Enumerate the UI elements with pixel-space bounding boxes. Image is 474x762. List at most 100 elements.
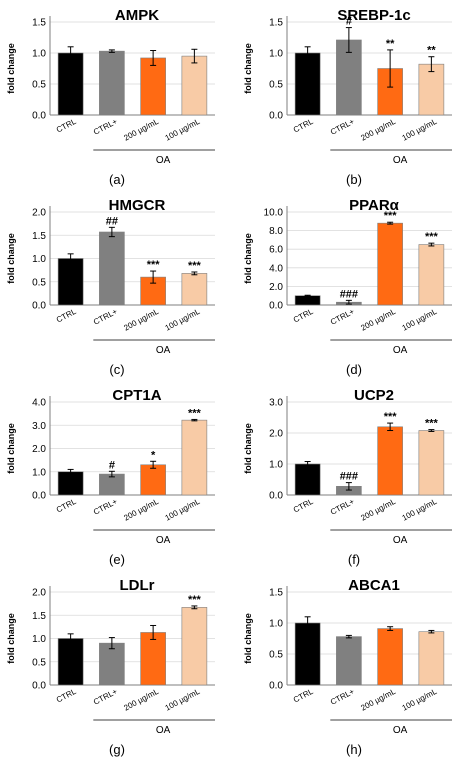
bar — [57, 471, 84, 496]
y-tick-label: 2.0 — [32, 444, 46, 455]
bar — [181, 419, 208, 496]
y-tick-label: 2.0 — [269, 282, 283, 293]
chart-title: UCP2 — [354, 387, 394, 404]
significance-mark: *** — [425, 231, 439, 243]
x-tick-label: 200 µg/mL — [122, 687, 160, 713]
bar — [140, 57, 166, 116]
significance-mark: * — [151, 449, 156, 461]
bar — [181, 273, 208, 306]
bar — [418, 631, 445, 686]
y-tick-label: 1.0 — [269, 49, 283, 60]
chart-title: HMGCR — [109, 197, 166, 214]
y-tick-label: 2.0 — [269, 429, 283, 440]
y-tick-label: 0.5 — [269, 80, 283, 91]
y-tick-label: 10.0 — [264, 208, 284, 219]
bar — [140, 632, 166, 686]
panel-label: (g) — [109, 742, 125, 757]
x-tick-label: 100 µg/mL — [401, 307, 439, 333]
y-tick-label: 6.0 — [269, 245, 283, 256]
bar — [377, 628, 403, 686]
bar — [140, 464, 166, 496]
significance-mark: *** — [188, 594, 202, 606]
y-tick-label: 0.5 — [32, 657, 46, 668]
panel-label: (b) — [346, 172, 362, 187]
y-tick-label: 0.0 — [269, 111, 283, 122]
y-tick-label: 0.0 — [269, 681, 283, 692]
group-label: OA — [156, 155, 171, 166]
bar — [377, 222, 403, 306]
y-tick-label: 1.5 — [32, 18, 46, 29]
significance-mark: ** — [427, 45, 436, 57]
y-tick-label: 1.0 — [32, 634, 46, 645]
group-label: OA — [393, 345, 408, 356]
x-tick-label: 100 µg/mL — [401, 497, 439, 523]
x-tick-label: CTRL — [55, 307, 78, 325]
chart-title: AMPK — [115, 7, 159, 24]
x-tick-label: 200 µg/mL — [122, 497, 160, 523]
y-tick-label: 0.0 — [32, 491, 46, 502]
x-tick-label: 100 µg/mL — [164, 687, 202, 713]
x-tick-label: 200 µg/mL — [359, 307, 397, 333]
x-tick-label: CTRL+ — [92, 307, 119, 327]
x-tick-label: CTRL+ — [329, 117, 356, 137]
chart-title: PPARα — [349, 197, 400, 214]
y-tick-label: 0.5 — [32, 277, 46, 288]
y-tick-label: 2.0 — [32, 208, 46, 219]
significance-mark: *** — [384, 210, 398, 222]
group-label: OA — [393, 725, 408, 736]
x-tick-label: 200 µg/mL — [122, 117, 160, 143]
panel-label: (d) — [346, 362, 362, 377]
significance-mark: # — [346, 16, 352, 28]
y-axis-label: fold change — [243, 233, 253, 284]
significance-mark: # — [109, 459, 115, 471]
y-tick-label: 2.0 — [32, 588, 46, 599]
significance-mark: ** — [386, 38, 395, 50]
y-tick-label: 1.0 — [32, 467, 46, 478]
x-tick-label: 200 µg/mL — [359, 497, 397, 523]
group-label: OA — [393, 535, 408, 546]
y-tick-label: 8.0 — [269, 226, 283, 237]
x-tick-label: CTRL+ — [329, 497, 356, 517]
y-axis-label: fold change — [6, 233, 16, 284]
chart-title: LDLr — [120, 577, 155, 594]
y-tick-label: 1.5 — [269, 18, 283, 29]
x-tick-label: CTRL — [292, 497, 315, 515]
bar — [99, 231, 125, 306]
significance-mark: ### — [340, 471, 358, 483]
significance-mark: *** — [188, 260, 202, 272]
y-axis-label: fold change — [243, 423, 253, 474]
x-tick-label: CTRL+ — [92, 117, 119, 137]
y-tick-label: 1.0 — [269, 460, 283, 471]
x-tick-label: CTRL+ — [329, 307, 356, 327]
y-tick-label: 0.0 — [32, 301, 46, 312]
x-tick-label: CTRL — [55, 687, 78, 705]
y-tick-label: 1.5 — [32, 231, 46, 242]
y-axis-label: fold change — [6, 423, 16, 474]
y-tick-label: 1.0 — [269, 619, 283, 630]
x-tick-label: CTRL — [55, 497, 78, 515]
significance-mark: ### — [340, 288, 358, 300]
panel-label: (h) — [346, 742, 362, 757]
bar — [181, 607, 208, 686]
y-tick-label: 1.5 — [32, 611, 46, 622]
significance-mark: *** — [425, 418, 439, 430]
bar — [181, 55, 208, 116]
significance-mark: ## — [106, 215, 118, 227]
x-tick-label: CTRL+ — [329, 687, 356, 707]
y-tick-label: 3.0 — [32, 421, 46, 432]
y-axis-label: fold change — [6, 43, 16, 94]
y-tick-label: 0.0 — [269, 491, 283, 502]
x-tick-label: CTRL — [292, 117, 315, 135]
bar — [418, 63, 445, 116]
y-tick-label: 0.5 — [32, 80, 46, 91]
x-tick-label: CTRL — [55, 117, 78, 135]
x-tick-label: 200 µg/mL — [359, 687, 397, 713]
x-tick-label: CTRL — [292, 307, 315, 325]
x-tick-label: 100 µg/mL — [401, 117, 439, 143]
bar — [294, 463, 321, 496]
bar — [294, 52, 321, 116]
y-tick-label: 3.0 — [269, 398, 283, 409]
chart-title: ABCA1 — [348, 577, 400, 594]
bar — [99, 50, 125, 116]
